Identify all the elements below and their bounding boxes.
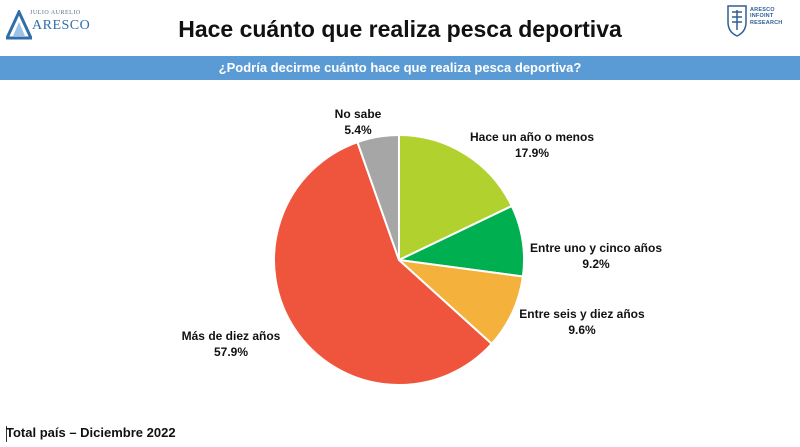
slice-value-label: 9.2% [582,257,610,271]
footer-note: Total país – Diciembre 2022 [6,425,176,440]
aresco-infoint-logo: ARESCO INFOINT RESEARCH [726,4,786,44]
logo-right-wordmark: ARESCO INFOINT RESEARCH [750,7,782,26]
logo-left-big-text: ARESCO [32,18,91,33]
slice-label: No sabe [335,107,382,121]
logo-right-line-3: RESEARCH [750,19,783,26]
slice-value-label: 5.4% [344,123,372,137]
logo-right-line-2: INFOINT [750,13,774,20]
shield-crest-icon [727,5,747,37]
slice-value-label: 57.9% [214,345,248,359]
slice-label: Entre uno y cinco años [530,241,662,255]
slice-label: Hace un año o menos [470,130,594,144]
slice-value-label: 9.6% [568,323,596,337]
pie-slice [395,258,525,346]
pie-slice [273,140,494,386]
slice-label: Entre seis y diez años [519,307,645,321]
footer-marker [6,426,7,442]
aresco-logo-mark-icon [6,10,32,40]
logo-left-small-text: JULIO AURELIO [30,10,81,16]
pie-slice [356,133,400,261]
page-title: Hace cuánto que realiza pesca deportiva [178,16,622,42]
slice-label: Más de diez años [182,329,281,343]
pie-slice [398,133,514,262]
slice-value-label: 17.9% [515,146,549,160]
question-banner: ¿Podría decirme cuánto hace que realiza … [0,56,800,80]
logo-right-line-1: ARESCO [750,7,775,13]
aresco-logo: JULIO AURELIO ARESCO [6,6,90,42]
